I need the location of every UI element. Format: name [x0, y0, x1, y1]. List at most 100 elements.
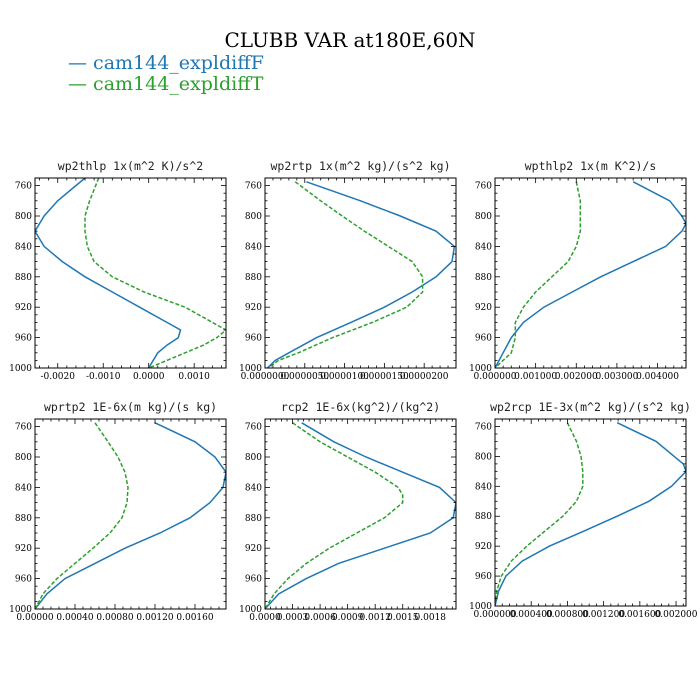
- x-tick-label: 0.004000: [636, 372, 679, 382]
- y-tick-label: 840: [475, 242, 492, 252]
- x-tick-label: 0.000000: [474, 372, 517, 382]
- y-tick-label: 840: [475, 482, 492, 492]
- subplot-title: wp2rtp 1x(m^2 kg)/(s^2 kg): [270, 159, 450, 173]
- x-tick-label: 0.0018: [415, 613, 447, 623]
- x-tick-label: 0.0000050: [280, 372, 329, 382]
- y-tick-label: 760: [475, 182, 492, 192]
- y-tick-label: 920: [475, 542, 492, 552]
- y-tick-label: 1000: [469, 602, 492, 612]
- x-tick-label: -0.0020: [40, 372, 75, 382]
- y-tick-label: 800: [15, 212, 32, 222]
- y-tick-label: 800: [475, 212, 492, 222]
- x-tick-label: 0.00080: [96, 613, 133, 623]
- y-tick-label: 880: [245, 514, 262, 524]
- y-tick-label: 960: [475, 334, 492, 344]
- y-tick-label: 800: [245, 453, 262, 463]
- y-tick-label: 800: [245, 212, 262, 222]
- x-tick-label: 0.0000200: [400, 372, 449, 382]
- legend-line-icon: —: [68, 52, 94, 74]
- y-tick-label: 1000: [239, 605, 262, 615]
- x-tick-label: 0.002000: [655, 610, 698, 620]
- plot-frame: [34, 418, 227, 610]
- series-line-expldiffF: [265, 422, 456, 609]
- y-tick-label: 960: [245, 575, 262, 585]
- x-tick-label: 0.000400: [510, 610, 553, 620]
- subplot-1: wp2thlp 1x(m^2 K)/s^2 760 800 840 880 920 960 1…: [9, 159, 227, 382]
- x-tick-label: 0.0015: [387, 613, 419, 623]
- y-tick-label: 1000: [469, 364, 492, 374]
- plot-frame: [264, 418, 457, 610]
- legend-label: cam144_expldiffF: [93, 52, 264, 74]
- plot-frame: [494, 418, 687, 607]
- subplot-6: wp2rcp 1E-3x(m^2 kg)/(s^2 kg) 760 800 840 88…: [469, 400, 698, 620]
- x-tick-label: 0.0000: [133, 372, 165, 382]
- x-tick-label: 0.001000: [514, 372, 557, 382]
- series-line-expldiffF: [495, 422, 686, 606]
- legend-line-icon: —: [68, 73, 94, 95]
- y-tick-label: 920: [475, 303, 492, 313]
- series-line-expldiffT: [267, 181, 424, 368]
- y-tick-label: 760: [245, 423, 262, 433]
- y-tick-label: 960: [475, 572, 492, 582]
- y-tick-label: 920: [15, 544, 32, 554]
- x-tick-label: 0.0000150: [360, 372, 409, 382]
- series-line-expldiffT: [84, 178, 226, 368]
- series-line-expldiffT: [495, 181, 582, 368]
- series-line-expldiffT: [35, 422, 129, 609]
- x-tick-label: 0.000800: [546, 610, 589, 620]
- y-tick-label: 760: [245, 182, 262, 192]
- subplot-2: wp2rtp 1x(m^2 kg)/(s^2 kg) 760 800 840 880 92…: [239, 159, 457, 382]
- series-line-expldiffT: [495, 422, 584, 606]
- plot-frame: [264, 177, 457, 369]
- y-tick-label: 920: [245, 303, 262, 313]
- series-line-expldiffF: [35, 422, 226, 609]
- series-line-expldiffF: [495, 181, 686, 368]
- subplot-title: wprtp2 1E-6x(m kg)/(s kg): [44, 400, 217, 414]
- x-tick-label: 0.0010: [178, 372, 210, 382]
- series-line-expldiffT: [265, 422, 404, 609]
- x-tick-label: 0.0003: [277, 613, 309, 623]
- legend-label: cam144_expldiffT: [93, 73, 264, 95]
- y-tick-label: 800: [15, 453, 32, 463]
- y-tick-label: 880: [15, 514, 32, 524]
- y-tick-label: 840: [245, 483, 262, 493]
- x-tick-label: 0.00000: [16, 613, 53, 623]
- y-tick-label: 840: [15, 242, 32, 252]
- x-tick-label: 0.0006: [304, 613, 336, 623]
- x-tick-label: 0.0000100: [320, 372, 369, 382]
- y-tick-label: 1000: [9, 605, 32, 615]
- x-tick-label: 0.002000: [555, 372, 598, 382]
- plot-frame: [494, 177, 687, 369]
- x-tick-label: 0.0012: [359, 613, 391, 623]
- y-tick-label: 760: [15, 182, 32, 192]
- y-tick-label: 880: [245, 273, 262, 283]
- subplot-5: rcp2 1E-6x(kg^2)/(kg^2) 760 800 840 880 920 96…: [239, 400, 457, 623]
- y-tick-label: 760: [475, 422, 492, 432]
- x-tick-label: 0.00160: [176, 613, 213, 623]
- subplot-3: wpthlp2 1x(m K^2)/s 760 800 840 880 920 960 100…: [469, 159, 687, 382]
- y-tick-label: 800: [475, 452, 492, 462]
- x-tick-label: 0.001600: [618, 610, 661, 620]
- x-tick-label: 0.001200: [582, 610, 625, 620]
- y-tick-label: 960: [15, 334, 32, 344]
- y-tick-label: 880: [475, 512, 492, 522]
- subplot-4: wprtp2 1E-6x(m kg)/(s kg) 760 800 840 880 920…: [9, 400, 227, 623]
- y-tick-label: 920: [15, 303, 32, 313]
- y-tick-label: 960: [15, 575, 32, 585]
- y-tick-label: 760: [15, 423, 32, 433]
- subplot-title: wp2thlp 1x(m^2 K)/s^2: [58, 159, 203, 173]
- x-tick-label: 0.00120: [136, 613, 173, 623]
- figure-title: CLUBB VAR at180E,60N: [224, 28, 476, 52]
- y-tick-label: 880: [15, 273, 32, 283]
- x-tick-label: 0.0000000: [241, 372, 290, 382]
- subplot-title: wp2rcp 1E-3x(m^2 kg)/(s^2 kg): [490, 400, 691, 414]
- x-tick-label: 0.003000: [595, 372, 638, 382]
- y-tick-label: 1000: [9, 364, 32, 374]
- y-tick-label: 960: [245, 334, 262, 344]
- x-tick-label: -0.0010: [86, 372, 121, 382]
- legend-entry-expldiffF: — cam144_expldiffF: [68, 52, 264, 74]
- legend-entry-expldiffT: — cam144_expldiffT: [68, 73, 263, 95]
- y-tick-label: 1000: [239, 364, 262, 374]
- y-tick-label: 880: [475, 273, 492, 283]
